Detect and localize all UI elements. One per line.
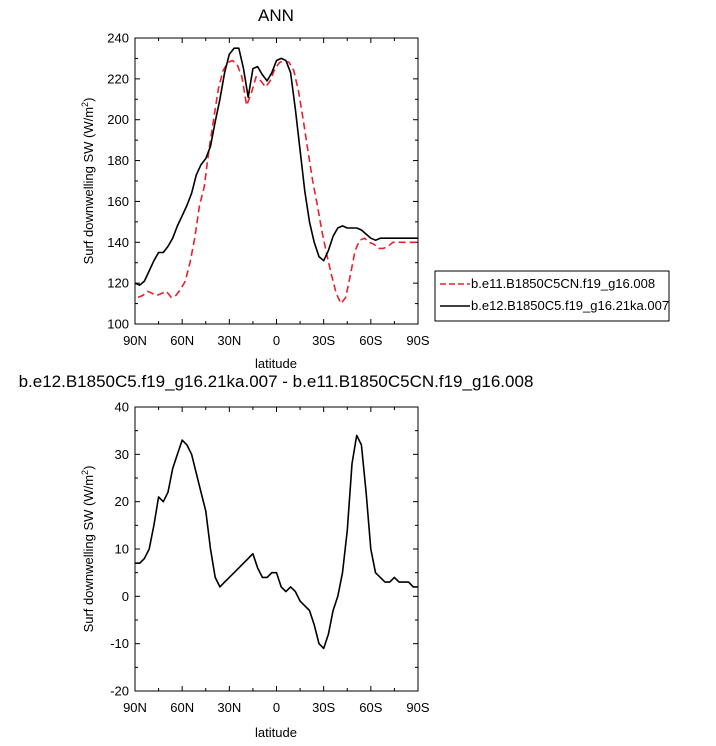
x-tick-label: 60S	[359, 333, 382, 348]
legend-label-lgm: b.e12.B1850C5.f19_g16.21ka.007	[471, 298, 669, 313]
x-tick-label: 90S	[406, 333, 429, 348]
x-tick-label: 30S	[312, 700, 335, 715]
series-line-0	[135, 434, 418, 650]
legend: b.e11.B1850C5CN.f19_g16.008 b.e12.B1850C…	[434, 270, 670, 322]
x-tick-label: 60S	[359, 700, 382, 715]
x-tick-label: 90N	[123, 333, 147, 348]
y-tick-label: 100	[107, 317, 129, 332]
x-tick-label: 0	[273, 333, 280, 348]
y-tick-label: 120	[107, 276, 129, 291]
x-tick-label: 60N	[170, 333, 194, 348]
y-tick-label: 0	[122, 589, 129, 604]
y-tick-label: 220	[107, 71, 129, 86]
plot-frame	[134, 37, 419, 325]
chart-title: b.e12.B1850C5.f19_g16.21ka.007 - b.e11.B…	[19, 372, 534, 391]
x-tick-label: 60N	[170, 700, 194, 715]
series-line-0	[137, 59, 417, 305]
y-tick-label: -20	[110, 684, 129, 699]
x-tick-label: 30N	[217, 700, 241, 715]
y-tick-label: 200	[107, 112, 129, 127]
chart-panel-difference: b.e12.B1850C5.f19_g16.21ka.007 - b.e11.B…	[19, 372, 534, 740]
y-tick-label: 160	[107, 194, 129, 209]
y-tick-label: 240	[107, 31, 129, 46]
x-tick-label: 30S	[312, 333, 335, 348]
series-line-1	[134, 47, 418, 286]
x-tick-label: 90N	[123, 700, 147, 715]
y-axis-label: Surf downwelling SW (W/m2)	[80, 466, 96, 633]
y-tick-label: -10	[110, 636, 129, 651]
x-tick-label: 0	[273, 700, 280, 715]
y-tick-label: 40	[115, 400, 129, 415]
plot-frame	[134, 406, 419, 692]
y-tick-label: 180	[107, 153, 129, 168]
y-tick-label: 140	[107, 235, 129, 250]
x-tick-label: 90S	[406, 700, 429, 715]
legend-box	[434, 270, 670, 322]
chart-title: ANN	[258, 6, 294, 25]
x-axis-label: latitude	[255, 356, 297, 371]
y-tick-label: 20	[115, 494, 129, 509]
y-tick-label: 10	[115, 542, 129, 557]
legend-label-control: b.e11.B1850C5CN.f19_g16.008	[471, 276, 655, 291]
y-tick-label: 30	[115, 447, 129, 462]
y-axis-label: Surf downwelling SW (W/m2)	[80, 98, 96, 265]
chart-panel-ann: ANN 100 120 140 160 180 200 220 240 90N 60N 30N 0 3…	[80, 6, 670, 371]
x-tick-label: 30N	[217, 333, 241, 348]
x-axis-label: latitude	[255, 725, 297, 740]
